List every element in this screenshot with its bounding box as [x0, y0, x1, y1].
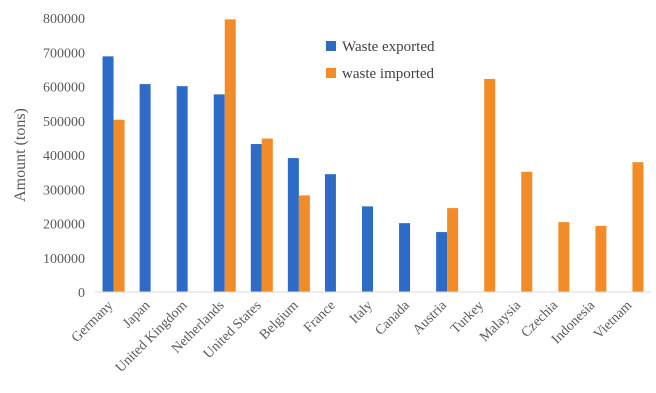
bar-exported: [139, 84, 151, 292]
bar-imported: [113, 119, 125, 292]
legend-swatch: [326, 68, 336, 78]
bar-exported: [102, 56, 114, 292]
y-axis-title: Amount (tons): [12, 108, 29, 202]
y-tick-label: 700000: [43, 46, 85, 61]
bars: [102, 19, 644, 293]
bar-exported: [362, 206, 373, 292]
bar-imported: [521, 171, 533, 292]
bar-exported: [213, 94, 225, 292]
bar-imported: [447, 208, 459, 292]
bar-exported: [250, 144, 262, 292]
bar-imported: [298, 195, 310, 292]
x-category-label: Belgium: [257, 298, 302, 343]
bar-exported: [324, 174, 336, 292]
bar-imported: [632, 162, 644, 292]
legend: Waste exported waste imported: [326, 39, 435, 82]
bar-imported: [484, 78, 496, 292]
bar-imported: [558, 222, 570, 292]
bar-imported: [595, 225, 607, 292]
x-category-label: Germany: [69, 298, 116, 345]
y-tick-label: 400000: [43, 149, 85, 164]
legend-label: Waste exported: [342, 39, 435, 55]
y-tick-label: 100000: [43, 252, 85, 267]
x-category-label: Vietnam: [591, 298, 635, 342]
bar-exported: [399, 223, 411, 292]
y-axis-ticks: 0 100000 200000 300000 400000 500000 600000 700…: [43, 12, 85, 301]
x-category-label: Austria: [410, 298, 450, 338]
x-category-label: Malaysia: [477, 298, 524, 345]
bar-imported: [224, 19, 236, 293]
bar-exported: [436, 232, 448, 292]
x-category-label: Italy: [347, 298, 376, 327]
legend-label: waste imported: [342, 66, 435, 82]
y-tick-label: 200000: [43, 218, 85, 233]
bar-exported: [287, 158, 299, 292]
x-category-label: France: [301, 298, 339, 336]
y-tick-label: 800000: [43, 12, 85, 27]
bar-imported: [261, 138, 273, 292]
y-tick-label: 0: [78, 286, 85, 301]
legend-swatch: [326, 41, 336, 51]
y-tick-label: 500000: [43, 115, 85, 130]
y-tick-label: 600000: [43, 81, 85, 96]
y-tick-label: 300000: [43, 183, 85, 198]
x-category-label: Canada: [373, 298, 414, 339]
bar-exported: [176, 86, 188, 292]
x-category-label: Japan: [120, 298, 153, 331]
